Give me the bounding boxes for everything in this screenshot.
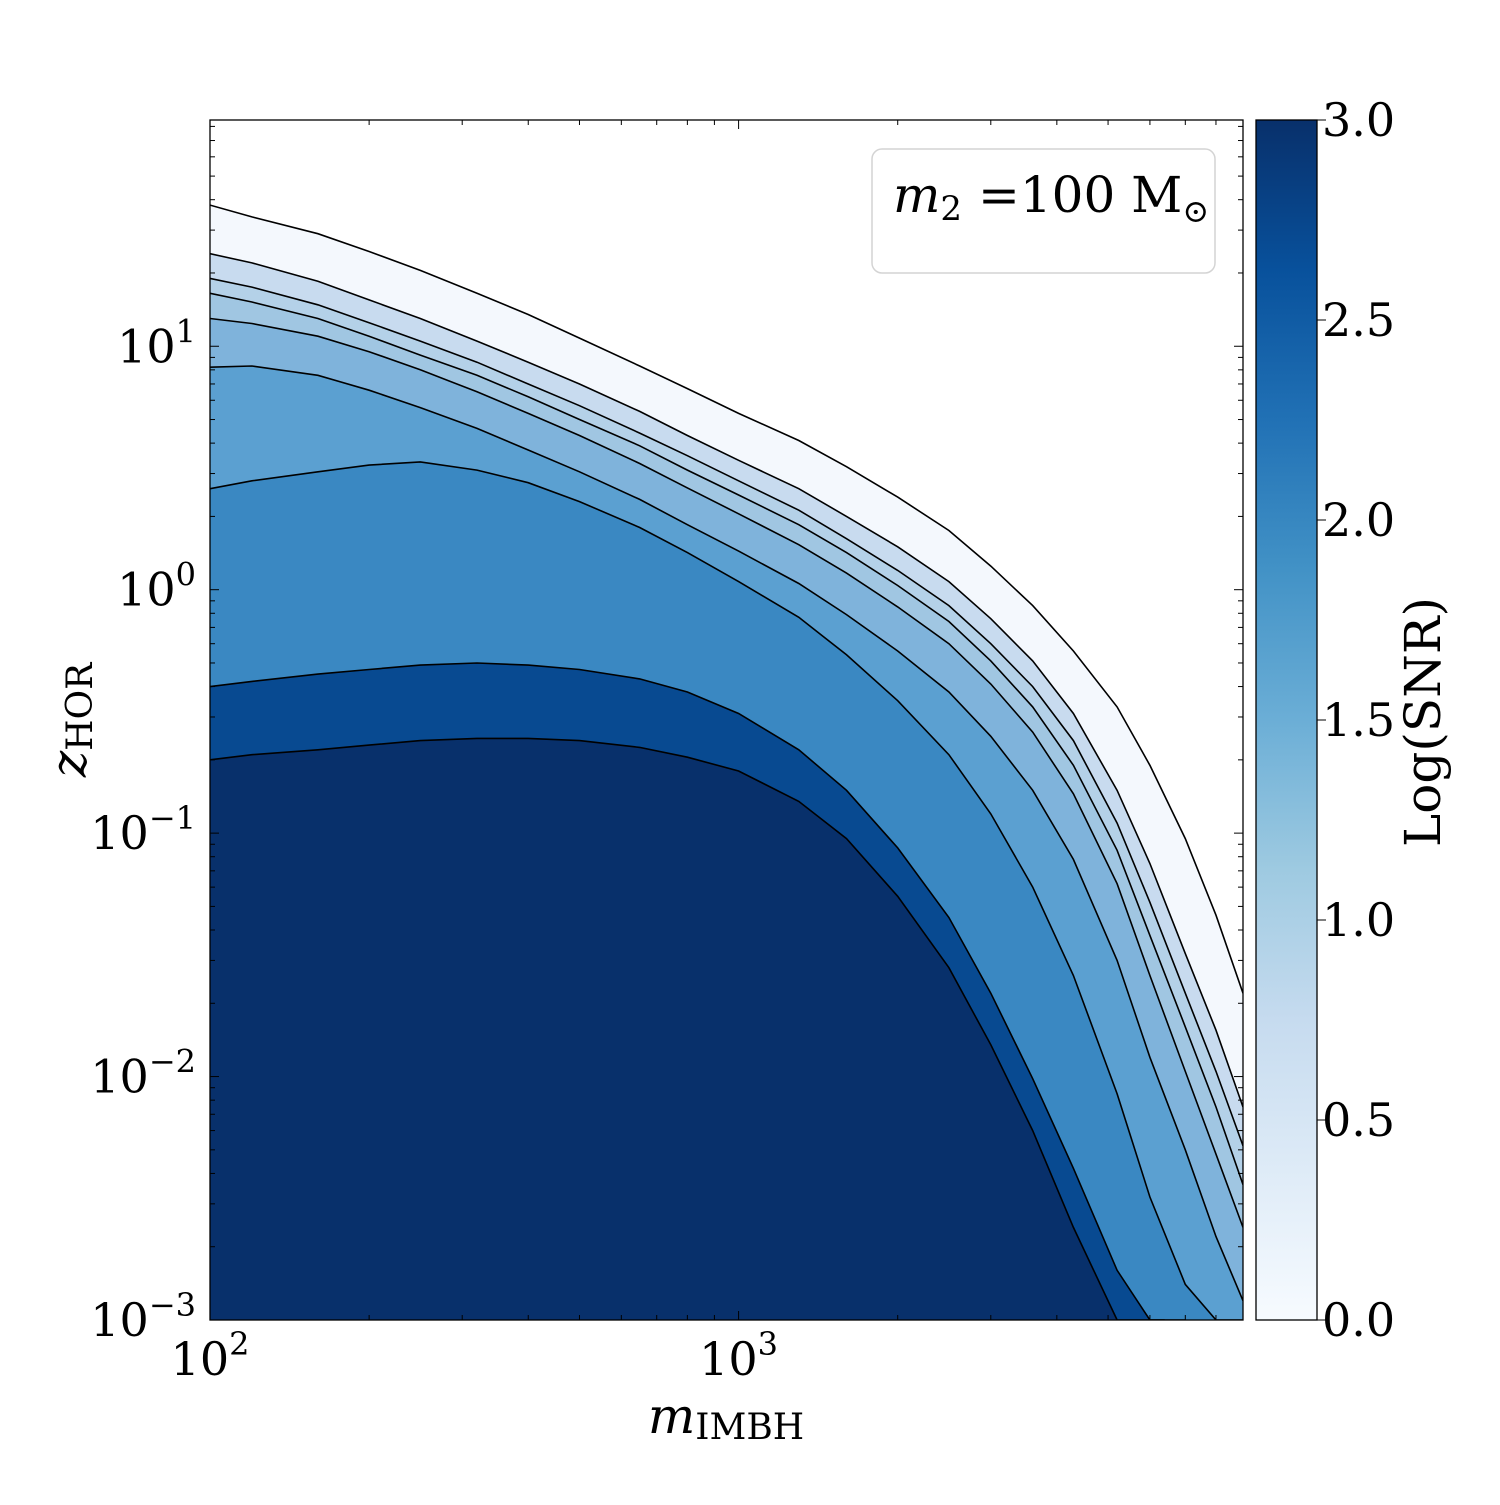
- colorbar-ticks: 0.0 0.5 1.0 1.5 2.0 2.5 3.0: [1317, 93, 1395, 1347]
- plot-frame: [209, 119, 1244, 1321]
- contour-line: [210, 662, 1186, 1320]
- legend-box: [871, 148, 1216, 274]
- x-axis-title: mIMBH: [648, 1387, 804, 1448]
- colorbar-title: Log(SNR): [1394, 597, 1452, 847]
- y-tick-labels: 10−3 10−2 10−1 100 101: [90, 312, 196, 1347]
- contour-line: [210, 252, 1243, 1108]
- contour-line: [210, 204, 1243, 994]
- colorbar: [1255, 119, 1318, 1321]
- contour-levels: [210, 204, 1243, 1320]
- legend-label: m2 =100 M⊙: [893, 166, 1209, 230]
- x-tick-labels: 102 103: [171, 1325, 778, 1386]
- contour-line: [210, 365, 1243, 1302]
- contour-level-fill: [210, 738, 1165, 1320]
- colorbar-tick-label: 1.0: [1322, 893, 1395, 947]
- contour-line: [210, 292, 1243, 1185]
- y-axis-title: zHOR: [40, 662, 101, 778]
- y-tick-label: 10−2: [90, 1043, 196, 1104]
- colorbar-tick-label: 0.0: [1322, 1293, 1395, 1347]
- contour-line: [210, 317, 1243, 1228]
- colorbar-tick-label: 1.5: [1322, 693, 1395, 747]
- colorbar-tick-label: 2.0: [1322, 493, 1395, 547]
- colorbar-tick-label: 2.5: [1322, 293, 1395, 347]
- legend: m2 =100 M⊙: [871, 148, 1216, 274]
- x-tick-label: 102: [171, 1325, 250, 1386]
- contour-line: [210, 737, 1165, 1320]
- colorbar-tick-label: 3.0: [1322, 93, 1395, 147]
- y-tick-label: 10−1: [90, 799, 196, 860]
- y-tick-label: 101: [117, 312, 196, 373]
- contour-line: [210, 277, 1243, 1146]
- colorbar-tick-label: 0.5: [1322, 1093, 1395, 1147]
- x-tick-label: 103: [699, 1325, 778, 1386]
- contour-line: [210, 461, 1243, 1320]
- y-tick-label: 10−3: [90, 1286, 196, 1347]
- y-tick-label: 100: [117, 556, 196, 617]
